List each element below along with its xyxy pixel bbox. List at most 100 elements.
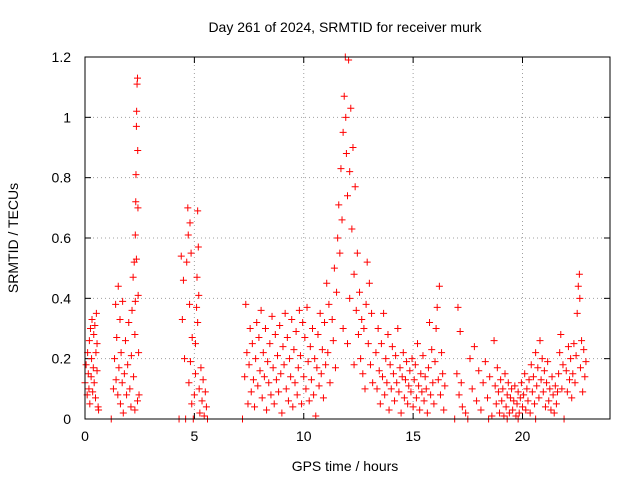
data-point-marker — [247, 388, 255, 396]
data-point-marker — [184, 231, 192, 239]
data-point-marker — [342, 113, 350, 121]
data-point-marker — [494, 388, 502, 396]
data-point-marker — [516, 394, 524, 402]
data-point-marker — [198, 397, 206, 405]
data-point-marker — [134, 291, 142, 299]
data-point-marker — [183, 258, 191, 266]
data-point-marker — [133, 107, 141, 115]
data-point-marker — [373, 385, 381, 393]
data-point-marker — [582, 358, 590, 366]
data-point-marker — [411, 361, 419, 369]
data-point-marker — [403, 358, 411, 366]
data-point-marker — [277, 370, 285, 378]
data-point-marker — [520, 391, 528, 399]
data-point-marker — [525, 376, 533, 384]
data-point-marker — [134, 204, 142, 212]
data-point-marker — [526, 409, 534, 417]
data-point-marker — [541, 403, 549, 411]
data-point-marker — [317, 370, 325, 378]
data-point-marker — [574, 282, 582, 290]
data-point-marker — [351, 183, 359, 191]
data-point-marker — [348, 225, 356, 233]
data-point-marker — [133, 80, 141, 88]
data-point-marker — [545, 397, 553, 405]
data-point-marker — [191, 370, 199, 378]
data-point-marker — [202, 403, 210, 411]
data-point-marker — [339, 128, 347, 136]
data-point-marker — [199, 376, 207, 384]
data-point-marker — [552, 400, 560, 408]
data-point-marker — [564, 343, 572, 351]
data-point-marker — [364, 340, 372, 348]
y-axis-label: SRMTID / TECUs — [5, 183, 21, 293]
x-tick-label: 5 — [190, 428, 198, 444]
data-point-marker — [134, 397, 141, 405]
data-point-marker — [415, 382, 423, 390]
data-point-marker — [251, 403, 259, 411]
data-point-marker — [248, 340, 256, 348]
data-point-marker — [283, 334, 291, 342]
data-point-marker — [569, 370, 577, 378]
data-point-marker — [326, 379, 334, 387]
data-point-marker — [400, 394, 408, 402]
data-point-marker — [181, 355, 189, 363]
data-point-marker — [274, 352, 281, 360]
data-point-marker — [307, 376, 315, 384]
data-point-marker — [360, 325, 368, 332]
data-point-marker — [195, 385, 203, 393]
data-point-marker — [509, 406, 517, 414]
data-point-marker — [375, 367, 383, 375]
data-point-marker — [528, 388, 536, 396]
data-point-marker — [316, 309, 324, 317]
data-point-marker — [496, 409, 504, 417]
data-point-marker — [125, 318, 133, 326]
data-point-marker — [286, 355, 294, 363]
data-point-marker — [289, 403, 297, 411]
data-point-marker — [304, 358, 312, 366]
data-point-marker — [281, 309, 289, 317]
data-point-marker — [531, 400, 539, 408]
data-point-marker — [539, 388, 547, 396]
data-point-marker — [116, 400, 124, 408]
data-point-marker — [127, 403, 135, 411]
data-point-marker — [284, 397, 292, 405]
data-point-marker — [416, 406, 424, 414]
data-point-marker — [365, 279, 373, 287]
data-point-marker — [322, 361, 330, 369]
data-point-marker — [405, 382, 413, 390]
data-point-marker — [468, 385, 476, 393]
data-point-marker — [114, 282, 122, 290]
data-point-marker — [90, 331, 98, 339]
data-point-marker — [562, 367, 570, 375]
data-point-marker — [344, 192, 351, 200]
data-point-marker — [408, 355, 416, 363]
y-tick-label: 1.2 — [52, 49, 72, 65]
data-point-marker — [398, 373, 406, 381]
y-tick-label: 1 — [63, 109, 71, 125]
data-point-marker — [124, 361, 132, 369]
data-point-marker — [333, 288, 341, 296]
data-point-marker — [534, 364, 542, 372]
data-point-marker — [243, 349, 251, 357]
data-point-marker — [517, 379, 525, 387]
data-point-marker — [357, 355, 365, 363]
data-point-marker — [82, 361, 90, 369]
data-point-marker — [121, 337, 129, 345]
data-point-marker — [551, 382, 559, 390]
data-point-marker — [433, 303, 441, 311]
data-point-marker — [116, 315, 124, 323]
data-point-marker — [529, 373, 537, 381]
data-point-marker — [195, 291, 203, 299]
data-point-marker — [342, 150, 350, 158]
data-point-marker — [324, 349, 332, 357]
data-point-marker — [435, 282, 443, 290]
data-point-marker — [563, 388, 571, 396]
data-point-marker — [296, 352, 304, 360]
data-point-marker — [255, 334, 263, 342]
data-point-marker — [114, 391, 122, 399]
data-point-marker — [186, 300, 194, 308]
data-point-marker — [548, 373, 556, 381]
data-point-marker — [515, 409, 523, 417]
data-point-marker — [291, 379, 299, 387]
